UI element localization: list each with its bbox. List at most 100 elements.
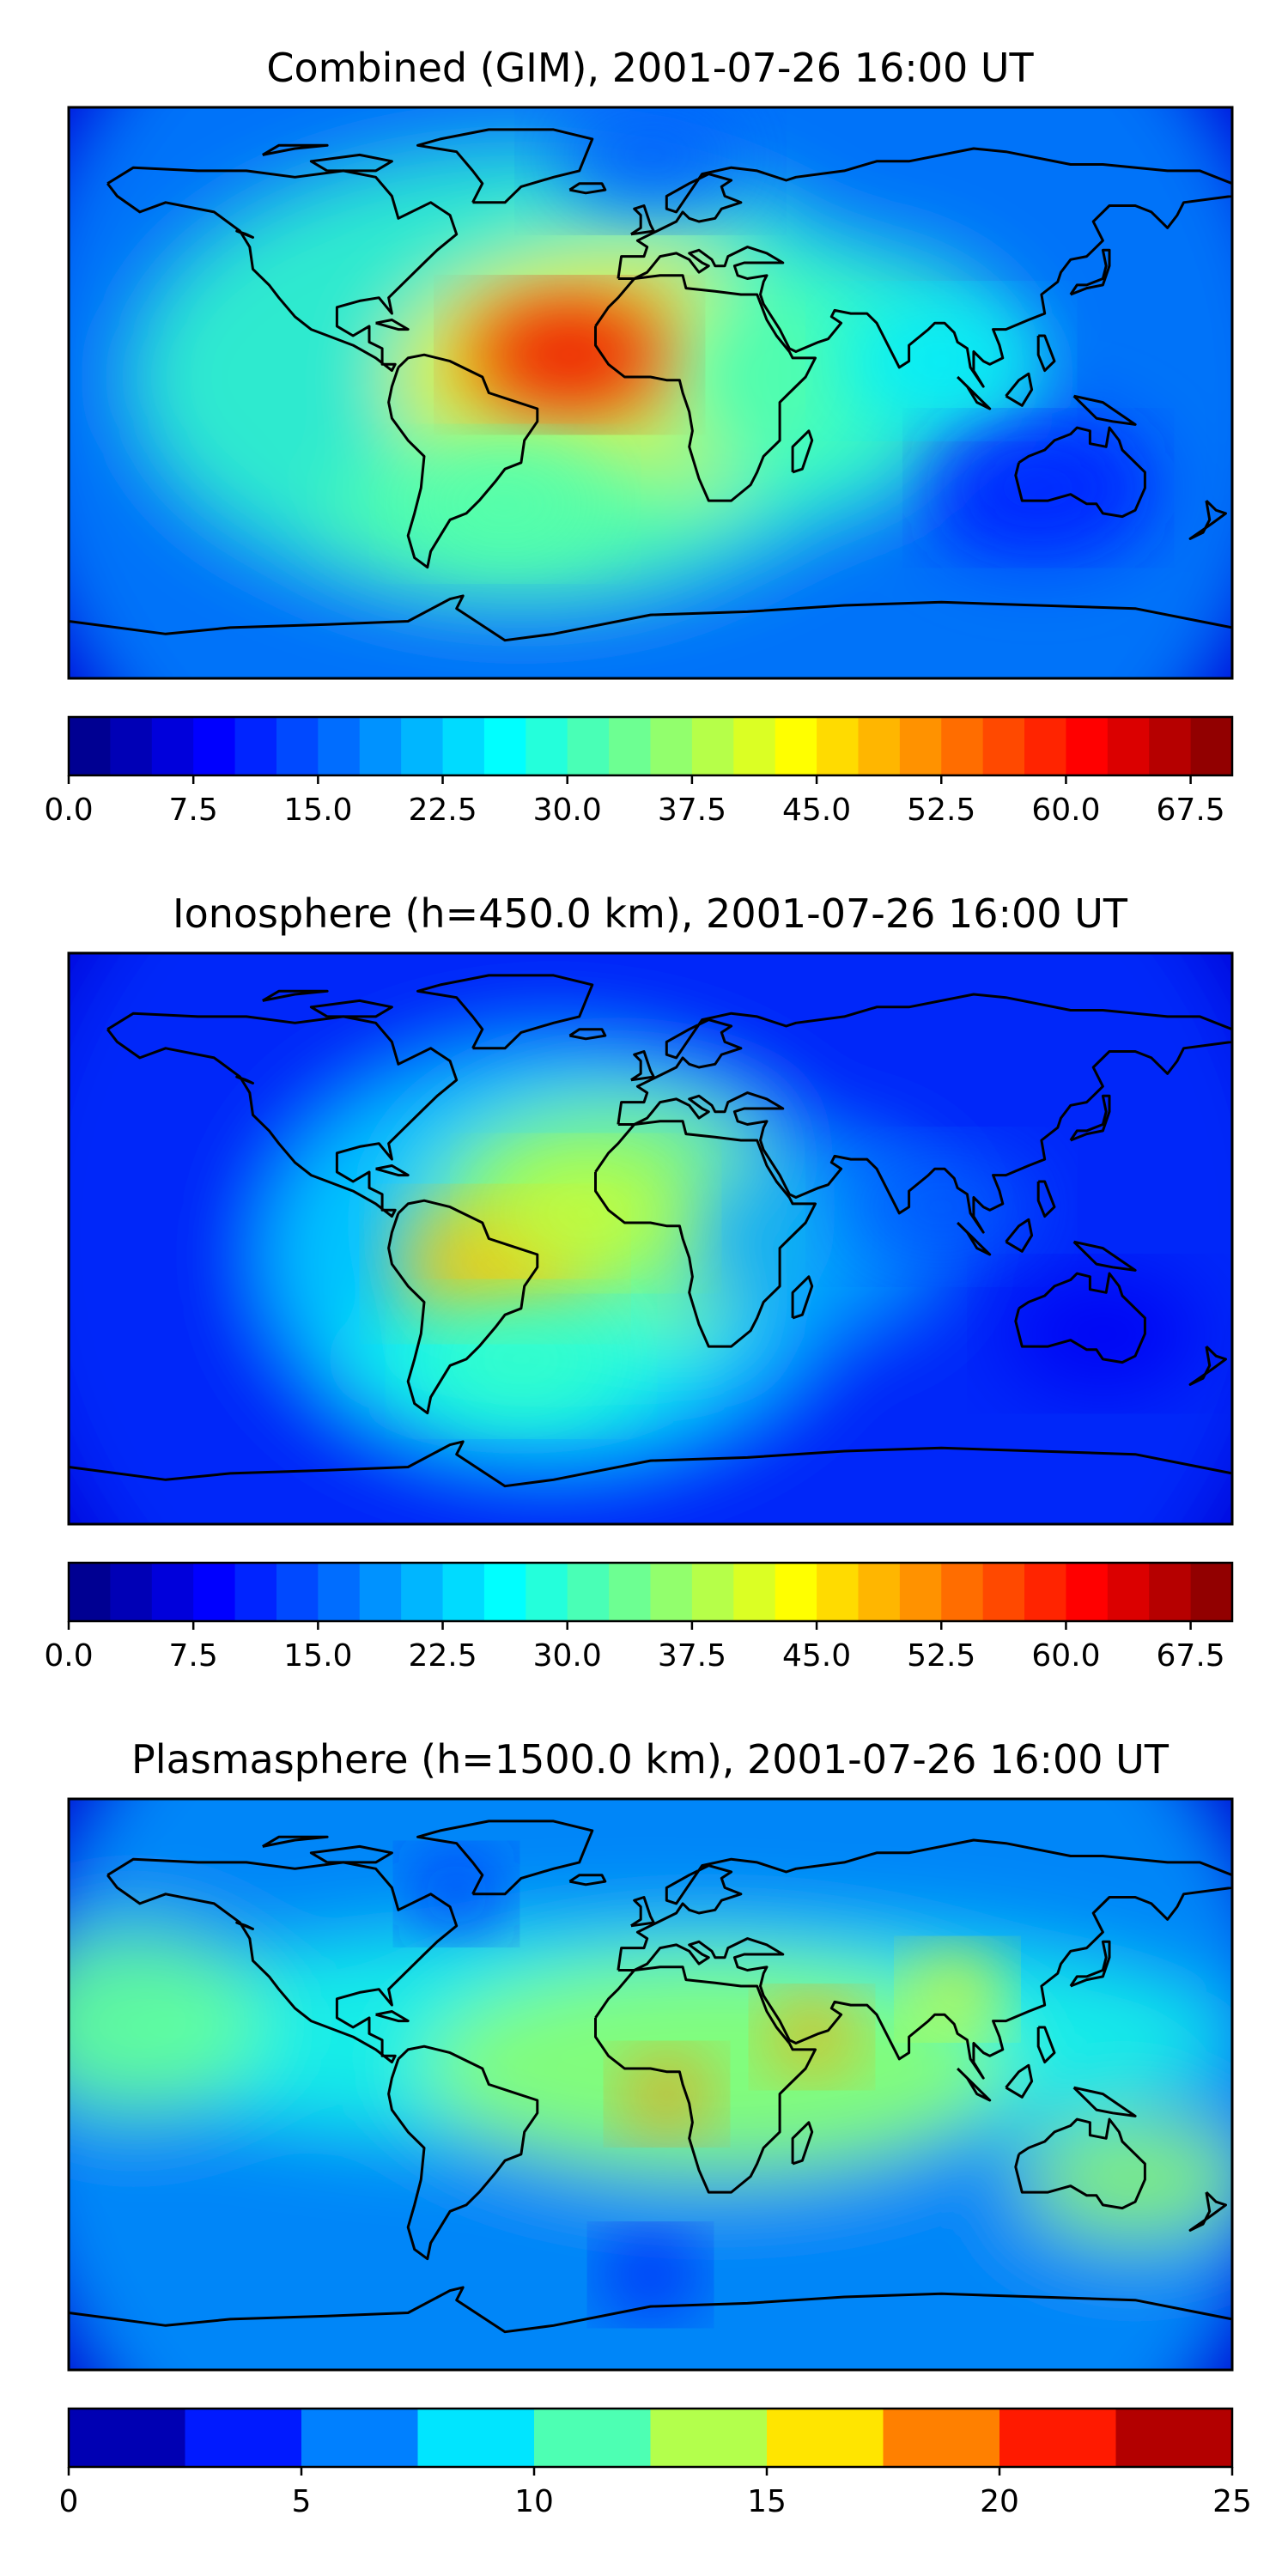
coastline-path xyxy=(617,993,1232,1234)
colorbar-segment xyxy=(609,717,652,775)
colorbar-segment xyxy=(318,717,361,775)
colorbar-segment xyxy=(193,1563,236,1621)
colorbar-segment xyxy=(650,717,693,775)
panel-title: Ionosphere (h=450.0 km), 2001-07-26 16:0… xyxy=(173,890,1128,937)
coastline-path xyxy=(309,1844,393,1864)
colorbar-segment xyxy=(359,1563,402,1621)
coastline-path xyxy=(1069,1094,1111,1142)
colorbar-segment xyxy=(650,1563,693,1621)
coastline-path xyxy=(387,2044,539,2261)
colorbar-segment xyxy=(858,717,901,775)
coastline-path xyxy=(1014,2117,1146,2210)
coastline-path xyxy=(568,1874,607,1886)
colorbar-frame xyxy=(67,715,1234,777)
tec-feature xyxy=(408,447,603,562)
colorbar-segment xyxy=(883,2409,1000,2467)
colorbar-segment xyxy=(899,717,942,775)
colorbar-tick-label: 0.0 xyxy=(44,1638,93,1674)
colorbar-tick-label: 5 xyxy=(292,2484,312,2519)
colorbar-segment xyxy=(609,1563,652,1621)
colorbar-segment xyxy=(1066,717,1109,775)
colorbar-segment xyxy=(733,1563,776,1621)
coastline-path xyxy=(106,1857,459,2064)
colorbar-segment xyxy=(359,717,402,775)
coastline-path xyxy=(594,1965,817,2194)
colorbar-segment xyxy=(483,1563,526,1621)
coastline-path xyxy=(1036,2026,1056,2064)
panel-title: Combined (GIM), 2001-07-26 16:00 UT xyxy=(266,45,1034,91)
coastline-path xyxy=(1072,394,1137,426)
tec-feature xyxy=(1005,1276,1200,1391)
map-frame xyxy=(67,951,1234,1526)
tec-feature xyxy=(410,1856,502,1933)
coastline-path xyxy=(235,229,254,239)
colorbar-segment xyxy=(417,2409,535,2467)
coastline-path xyxy=(1014,1272,1146,1364)
colorbar-segment xyxy=(151,717,194,775)
colorbar-segment xyxy=(276,717,319,775)
tec-feature xyxy=(553,107,748,212)
coastline-path xyxy=(1188,500,1227,540)
tec-map xyxy=(69,953,1232,1524)
colorbar-segment xyxy=(69,2409,186,2467)
coastline-path xyxy=(309,153,393,173)
colorbar-frame xyxy=(67,2407,1234,2469)
coastline-path xyxy=(69,594,1232,642)
colorbar-tick-label: 15.0 xyxy=(283,793,352,828)
tec-feature xyxy=(605,2236,696,2313)
colorbar-segment xyxy=(185,2409,302,2467)
coastline-path xyxy=(1005,372,1034,407)
coastline-path xyxy=(106,1012,459,1218)
colorbar-segment xyxy=(1107,717,1150,775)
tec-map xyxy=(69,1799,1232,2370)
colorbar-segment xyxy=(69,1563,111,1621)
colorbar-segment xyxy=(899,1563,942,1621)
colorbar-tick-label: 37.5 xyxy=(658,793,726,828)
colorbar: 0 5 10 15 20 25 xyxy=(59,2407,1252,2519)
coastline-path xyxy=(235,1921,254,1930)
tec-feature xyxy=(472,297,667,412)
colorbar-segment xyxy=(999,2409,1117,2467)
tec-feature xyxy=(941,430,1136,545)
coastline-path xyxy=(630,1896,655,1928)
colorbar-segment xyxy=(1066,1563,1109,1621)
tec-feature xyxy=(424,1302,618,1417)
colorbar-segment xyxy=(982,1563,1025,1621)
colorbar-segment xyxy=(817,1563,860,1621)
colorbar-segment xyxy=(858,1563,901,1621)
coastline-path xyxy=(416,128,594,204)
coastline-path xyxy=(387,1199,539,1415)
coastline-path xyxy=(1072,1240,1137,1272)
colorbar-segment xyxy=(401,1563,444,1621)
colorbar-segment xyxy=(69,717,111,775)
coastline-path xyxy=(416,1820,594,1896)
coastline-path xyxy=(1188,1346,1227,1386)
colorbar-tick-label: 7.5 xyxy=(169,793,218,828)
coastline-path xyxy=(630,204,655,236)
colorbar-segment xyxy=(691,1563,734,1621)
colorbar-segment xyxy=(234,717,277,775)
coastlines xyxy=(69,974,1232,1488)
tec-feature xyxy=(489,1156,683,1271)
panel-ionosphere: Ionosphere (h=450.0 km), 2001-07-26 16:0… xyxy=(44,890,1234,1674)
colorbar-segment xyxy=(110,1563,153,1621)
colorbar-tick-label: 37.5 xyxy=(658,1638,726,1674)
colorbar-segment xyxy=(526,1563,568,1621)
tec-feature xyxy=(844,304,1039,419)
colorbar-segment xyxy=(442,717,485,775)
tec-feature xyxy=(912,1951,1003,2028)
coastline-path xyxy=(594,274,817,502)
colorbar-tick-label: 25 xyxy=(1212,2484,1252,2519)
colorbar-segment xyxy=(1190,717,1233,775)
colorbar-segment xyxy=(534,2409,652,2467)
tec-feature xyxy=(844,1150,1039,1265)
coastline-path xyxy=(262,143,329,156)
coastline-path xyxy=(630,1050,655,1082)
coastline-path xyxy=(1072,2086,1137,2117)
colorbar-segment xyxy=(650,2409,768,2467)
coastline-path xyxy=(1005,1218,1034,1253)
colorbar-tick-label: 7.5 xyxy=(169,1638,218,1674)
panel-title: Plasmasphere (h=1500.0 km), 2001-07-26 1… xyxy=(131,1736,1170,1783)
colorbar-tick-label: 10 xyxy=(514,2484,554,2519)
colorbar-tick-label: 22.5 xyxy=(408,1638,477,1674)
